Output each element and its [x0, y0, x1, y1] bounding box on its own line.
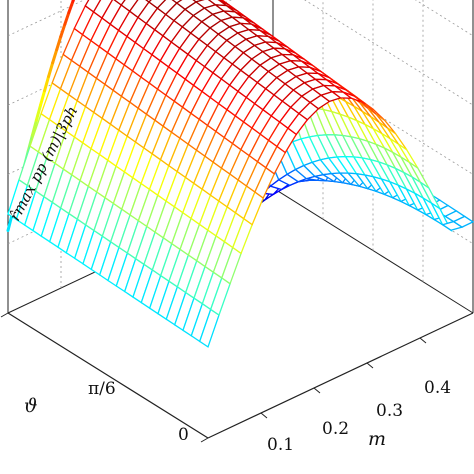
curve-segment: [34, 103, 42, 122]
y-axis-line: [7, 312, 209, 439]
curve-segment: [55, 35, 63, 51]
y-tick-1: [0, 312, 9, 318]
surface-mesh: [7, 0, 474, 348]
y-tick-label-pi6: π/6: [88, 379, 116, 399]
x-tick-1: [313, 387, 321, 394]
x-tick-3: [419, 337, 427, 344]
grid-line-z: [7, 0, 474, 106]
x-tick-label-0.1: 0.1: [267, 435, 294, 455]
curve-segment: [47, 61, 55, 78]
curve-segment: [67, 0, 75, 14]
x-tick-label-0.3: 0.3: [376, 401, 403, 421]
x-tick-0: [260, 412, 268, 419]
x-axis-line: [207, 312, 474, 439]
curve-segment: [30, 118, 38, 137]
x-tick-label-0.2: 0.2: [322, 419, 349, 439]
curve-segment: [39, 89, 47, 107]
curve-segment: [43, 75, 51, 93]
surface-cell: [452, 215, 474, 228]
x-tick-2: [366, 362, 374, 369]
curve-segment: [63, 10, 71, 26]
grid-line-z: [7, 48, 474, 175]
axis-ticks: [0, 312, 427, 443]
y-tick-label-0: 0: [178, 425, 189, 445]
curve-segment: [51, 47, 59, 65]
x-tick-label-0.4: 0.4: [424, 378, 451, 398]
y-axis-label: ϑ: [24, 395, 38, 417]
y-tick-0: [200, 437, 209, 443]
curve-segment: [71, 0, 76, 3]
surface-cell: [113, 0, 126, 6]
surface-cell: [84, 0, 102, 13]
curve-segment: [6, 212, 14, 232]
x-axis-label: m: [368, 428, 386, 450]
curve-segment: [59, 22, 67, 38]
